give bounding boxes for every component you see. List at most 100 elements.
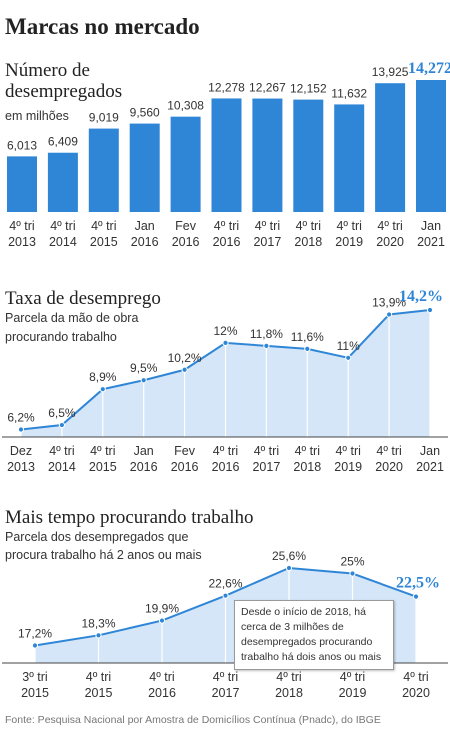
- x-tick-label-year-4: 2016: [172, 235, 200, 249]
- rate-value-label-5: 12%: [213, 324, 237, 338]
- bar-value-label-3: 9,560: [130, 106, 160, 120]
- rate-point-2: [99, 386, 106, 393]
- rate-x-tick-label-top-6: 4º tri: [254, 444, 279, 458]
- rate-x-tick-label-top-9: 4º tri: [376, 444, 401, 458]
- longterm-x-tick-label-year-2: 2016: [148, 686, 176, 700]
- x-tick-label-top-4: Fev: [175, 219, 197, 233]
- x-tick-label-top-6: 4º tri: [255, 219, 280, 233]
- rate-x-tick-label-year-8: 2019: [334, 460, 362, 474]
- rate-value-label-1: 6,5%: [48, 406, 76, 420]
- bar-value-label-7: 12,152: [290, 82, 327, 96]
- rate-point-5: [222, 339, 229, 346]
- longterm-x-tick-label-top-0: 3º tri: [22, 670, 47, 684]
- rate-value-label-3: 9,5%: [130, 361, 158, 375]
- bar-value-label-9: 13,925: [372, 65, 409, 79]
- rate-value-label-6: 11,8%: [250, 327, 283, 341]
- longterm-point-6: [412, 593, 420, 600]
- bar-1: [47, 152, 78, 212]
- chart2-title: Taxa de desemprego: [5, 288, 161, 309]
- chart2-subtitle-line1: Parcela da mão de obra: [5, 311, 139, 325]
- longterm-x-tick-label-year-5: 2019: [339, 686, 367, 700]
- x-tick-label-top-8: 4º tri: [336, 219, 361, 233]
- rate-x-tick-label-top-10: Jan: [420, 444, 440, 458]
- x-tick-label-year-3: 2016: [131, 235, 159, 249]
- x-tick-label-year-1: 2014: [49, 235, 77, 249]
- rate-x-tick-label-top-2: 4º tri: [90, 444, 115, 458]
- main-title: Marcas no mercado: [5, 14, 200, 39]
- bar-value-label-4: 10,308: [167, 99, 204, 113]
- source-note: Fonte: Pesquisa Nacional por Amostra de …: [5, 714, 381, 726]
- rate-x-tick-label-year-10: 2021: [416, 460, 444, 474]
- x-tick-label-year-5: 2016: [213, 235, 241, 249]
- bar-value-label-6: 12,267: [249, 81, 286, 95]
- bar-7: [293, 99, 324, 212]
- longterm-x-tick-label-year-4: 2018: [275, 686, 303, 700]
- bar-10: [416, 80, 446, 212]
- rate-value-label-10: 14,2%: [399, 288, 443, 305]
- longterm-value-label-4: 25,6%: [272, 549, 306, 563]
- longterm-point-2: [158, 617, 166, 624]
- bar-value-label-5: 12,278: [208, 80, 245, 94]
- rate-x-tick-label-year-0: 2013: [7, 460, 35, 474]
- bar-4: [170, 116, 201, 212]
- rate-x-tick-label-top-7: 4º tri: [295, 444, 320, 458]
- rate-x-tick-label-year-3: 2016: [130, 460, 158, 474]
- x-tick-label-top-2: 4º tri: [91, 219, 116, 233]
- rate-point-4: [181, 366, 188, 373]
- bar-9: [375, 83, 406, 213]
- bar-value-label-10: 14,272: [408, 60, 450, 77]
- longterm-x-tick-label-year-1: 2015: [85, 686, 113, 700]
- x-tick-label-top-10: Jan: [421, 219, 441, 233]
- x-tick-label-year-0: 2013: [8, 235, 36, 249]
- x-tick-label-year-9: 2020: [376, 235, 404, 249]
- chart1-subtitle: em milhões: [5, 109, 69, 123]
- bar-5: [211, 98, 242, 212]
- bar-value-label-0: 6,013: [7, 138, 37, 152]
- bar-0: [7, 156, 37, 212]
- x-tick-label-year-2: 2015: [90, 235, 118, 249]
- rate-x-tick-label-year-4: 2016: [171, 460, 199, 474]
- rate-value-label-4: 10,2%: [168, 351, 202, 365]
- bar-2: [88, 128, 119, 212]
- rate-value-label-9: 13,9%: [372, 295, 406, 309]
- rate-value-label-0: 6,2%: [7, 411, 35, 425]
- longterm-point-3: [222, 592, 229, 599]
- x-tick-label-top-9: 4º tri: [377, 219, 402, 233]
- longterm-x-tick-label-top-2: 4º tri: [149, 670, 174, 684]
- x-tick-label-top-7: 4º tri: [296, 219, 321, 233]
- longterm-point-4: [285, 564, 293, 572]
- longterm-value-label-6: 22,5%: [396, 575, 440, 592]
- longterm-point-5: [349, 570, 356, 577]
- longterm-x-tick-label-top-3: 4º tri: [213, 670, 238, 684]
- longterm-value-label-3: 22,6%: [208, 577, 242, 591]
- rate-x-tick-label-top-0: Dez: [10, 444, 32, 458]
- rate-value-label-8: 11%: [337, 339, 360, 353]
- rate-x-tick-label-top-1: 4º tri: [49, 444, 74, 458]
- rate-point-6: [263, 342, 270, 349]
- longterm-value-label-1: 18,3%: [81, 616, 115, 630]
- x-tick-label-top-5: 4º tri: [214, 219, 239, 233]
- longterm-x-tick-label-year-6: 2020: [402, 686, 430, 700]
- chart3-subtitle-line2: procura trabalho há 2 anos ou mais: [5, 548, 202, 562]
- chart3-subtitle-line1: Parcela dos desempregados que: [5, 530, 189, 544]
- rate-x-tick-label-year-9: 2020: [375, 460, 403, 474]
- rate-value-label-7: 11,6%: [291, 330, 324, 344]
- rate-point-9: [386, 311, 393, 318]
- longterm-value-label-2: 19,9%: [145, 602, 179, 616]
- longterm-x-tick-label-top-1: 4º tri: [86, 670, 111, 684]
- rate-x-tick-label-year-1: 2014: [48, 460, 76, 474]
- longterm-x-tick-label-year-3: 2017: [212, 686, 240, 700]
- x-tick-label-top-0: 4º tri: [9, 219, 34, 233]
- chart1-title-line2: desempregados: [5, 81, 123, 102]
- longterm-x-tick-label-top-4: 4º tri: [276, 670, 301, 684]
- unemployment-rate-chart: 6,2% Dez 2013 6,5% 4º tri 2014 8,9% 4º tri 2015 9…: [2, 288, 448, 474]
- chart3-title: Mais tempo procurando trabalho: [5, 507, 254, 528]
- rate-x-tick-label-year-5: 2016: [212, 460, 240, 474]
- bar-value-label-8: 11,632: [331, 86, 367, 100]
- rate-x-tick-label-top-5: 4º tri: [213, 444, 238, 458]
- rate-x-tick-label-year-6: 2017: [252, 460, 280, 474]
- x-tick-label-top-1: 4º tri: [50, 219, 75, 233]
- x-tick-label-year-6: 2017: [253, 235, 281, 249]
- longterm-value-label-0: 17,2%: [18, 626, 52, 640]
- rate-x-tick-label-year-7: 2018: [293, 460, 321, 474]
